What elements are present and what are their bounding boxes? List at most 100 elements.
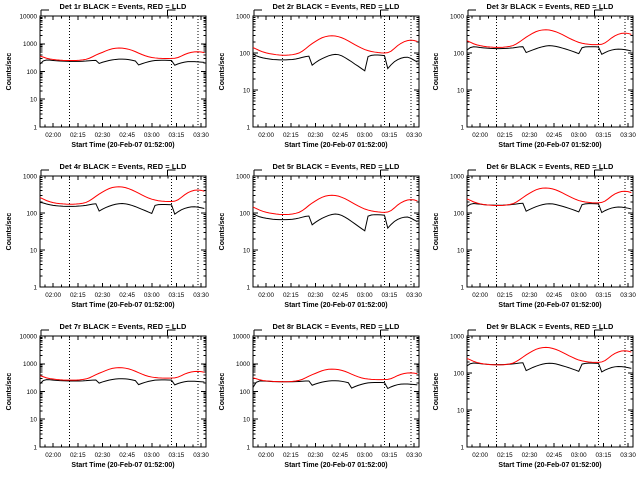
curve-lld (39, 367, 205, 381)
x-tick-label: 02:00 (45, 132, 61, 139)
event-bracket-marker (593, 329, 603, 337)
y-tick-label: 10000 (20, 13, 38, 20)
y-tick-label: 10 (243, 87, 250, 94)
x-tick-label: 02:00 (472, 452, 488, 459)
x-tick-label: 02:45 (119, 292, 135, 299)
x-tick-label: 02:00 (45, 452, 61, 459)
x-tick-label: 03:30 (407, 292, 423, 299)
x-axis-label: Start Time (20-Feb-07 01:52:00) (285, 142, 388, 149)
x-tick-label: 02:15 (70, 452, 86, 459)
y-tick-label: 10 (457, 247, 464, 254)
curve-events (253, 53, 418, 72)
x-tick-label: 03:00 (357, 132, 373, 139)
x-tick-label: 03:15 (169, 132, 185, 139)
y-tick-label: 1000 (236, 173, 250, 180)
y-tick-label: 1 (247, 444, 251, 451)
x-tick-label: 02:00 (45, 292, 61, 299)
x-tick-label: 03:30 (193, 292, 209, 299)
x-tick-label: 03:15 (169, 292, 185, 299)
x-tick-label: 02:45 (546, 292, 562, 299)
x-tick-label: 03:30 (620, 292, 636, 299)
x-axis-label: Start Time (20-Feb-07 01:52:00) (285, 462, 388, 469)
plot-panel-det-5r: Det 5r BLACK = Events, RED = LLD 1 10 100 10… (213, 160, 426, 320)
x-tick-label: 03:00 (357, 452, 373, 459)
x-tick-label: 02:30 (308, 292, 324, 299)
x-tick-label: 03:00 (144, 452, 160, 459)
y-tick-label: 10 (30, 97, 37, 104)
x-axis-label: Start Time (20-Feb-07 01:52:00) (498, 302, 601, 309)
y-tick-label: 1000 (450, 13, 464, 20)
y-tick-label: 1 (460, 444, 464, 451)
curve-lld (253, 368, 418, 383)
y-tick-label: 100 (27, 389, 38, 396)
y-tick-label: 10 (457, 87, 464, 94)
x-tick-label: 02:45 (333, 132, 349, 139)
y-tick-label: 1 (33, 124, 37, 131)
curve-events (466, 202, 632, 214)
x-axis-label: Start Time (20-Feb-07 01:52:00) (71, 302, 174, 309)
plot-panel-det-6r: Det 6r BLACK = Events, RED = LLD 1 10 100 10… (427, 160, 640, 320)
plot-frame (39, 335, 207, 448)
event-bracket-marker (380, 169, 389, 177)
plot-frame (39, 15, 207, 128)
curve-events (466, 45, 632, 56)
plot-panel-det-2r: Det 2r BLACK = Events, RED = LLD 1 10 100 10… (213, 0, 426, 160)
x-tick-label: 02:15 (497, 132, 513, 139)
curve-lld (39, 186, 205, 205)
x-tick-label: 03:30 (193, 132, 209, 139)
x-tick-label: 02:00 (259, 452, 275, 459)
y-tick-label: 100 (240, 50, 251, 57)
x-tick-label: 02:30 (95, 292, 111, 299)
x-tick-label: 03:15 (595, 292, 611, 299)
x-tick-label: 02:15 (70, 132, 86, 139)
curve-events (39, 378, 205, 386)
x-tick-label: 03:00 (571, 452, 587, 459)
event-bracket-marker (467, 169, 476, 177)
x-tick-label: 02:45 (333, 452, 349, 459)
panel-title: Det 1r BLACK = Events, RED = LLD (60, 2, 188, 11)
y-tick-label: 1000 (23, 41, 37, 48)
y-tick-label: 100 (453, 370, 464, 377)
x-tick-label: 02:30 (95, 452, 111, 459)
plot-panel-det-9r: Det 9r BLACK = Events, RED = LLD 1 10 100 10… (427, 320, 640, 480)
y-tick-label: 100 (240, 389, 251, 396)
y-axis-label: Counts/sec (433, 373, 440, 411)
event-bracket-marker (40, 169, 49, 177)
curve-lld (39, 47, 205, 62)
event-bracket-marker (166, 169, 176, 177)
x-tick-label: 02:30 (95, 132, 111, 139)
event-bracket-marker (380, 329, 389, 337)
y-tick-label: 100 (453, 210, 464, 217)
x-tick-label: 03:00 (571, 132, 587, 139)
x-tick-label: 03:15 (169, 452, 185, 459)
plot-panel-det-8r: Det 8r BLACK = Events, RED = LLD 1 10 100 10… (213, 320, 426, 480)
x-tick-label: 02:45 (119, 452, 135, 459)
event-bracket-marker (40, 9, 49, 17)
y-tick-label: 100 (27, 210, 38, 217)
x-tick-label: 02:15 (283, 132, 299, 139)
event-bracket-marker (593, 9, 603, 17)
y-tick-label: 10 (30, 417, 37, 424)
y-tick-label: 10 (243, 247, 250, 254)
x-tick-label: 02:45 (546, 452, 562, 459)
y-tick-label: 1 (33, 284, 37, 291)
x-tick-label: 03:30 (620, 132, 636, 139)
x-tick-label: 02:30 (308, 452, 324, 459)
x-tick-label: 03:00 (144, 292, 160, 299)
plot-panel-det-7r: Det 7r BLACK = Events, RED = LLD 1 10 100 10… (0, 320, 213, 480)
y-tick-label: 1 (33, 444, 37, 451)
y-tick-label: 10000 (233, 333, 251, 340)
x-tick-label: 02:45 (333, 292, 349, 299)
y-axis-label: Counts/sec (6, 53, 13, 91)
plot-frame (39, 175, 207, 288)
event-bracket-marker (253, 329, 263, 337)
x-tick-label: 03:15 (382, 452, 398, 459)
x-tick-label: 03:15 (382, 132, 398, 139)
y-tick-label: 1000 (23, 361, 37, 368)
event-bracket-marker (467, 9, 476, 17)
x-tick-label: 02:30 (521, 292, 537, 299)
event-bracket-marker (166, 329, 176, 337)
x-tick-label: 02:45 (546, 132, 562, 139)
y-tick-label: 10 (30, 247, 37, 254)
